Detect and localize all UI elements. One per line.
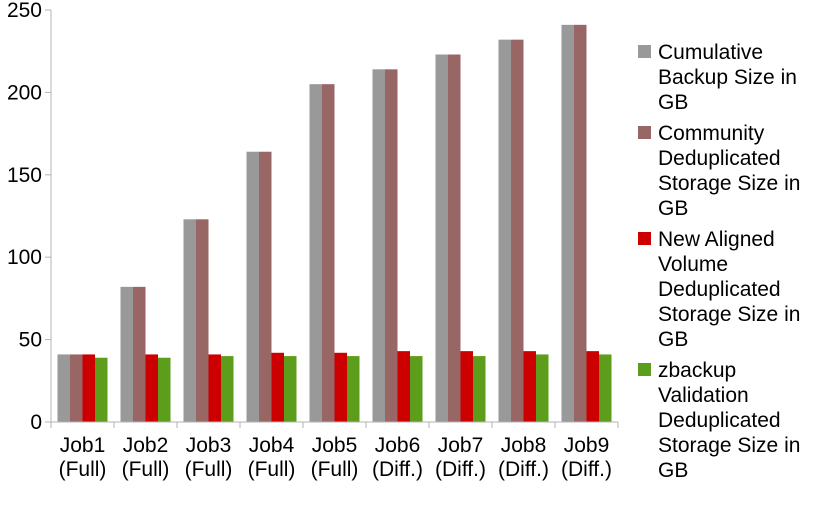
bar	[460, 351, 473, 422]
legend-label: Cumulative Backup Size in GB	[658, 41, 797, 114]
legend-item: Cumulative Backup Size in GB	[636, 40, 824, 115]
x-tick-label: Job5 (Full)	[311, 434, 359, 481]
bar	[70, 354, 83, 422]
bar	[397, 351, 410, 422]
y-axis: 0 50 100 150 200 250	[7, 0, 52, 434]
legend-swatch	[638, 363, 651, 376]
bar	[158, 357, 171, 422]
x-tick-label: Job3 (Full)	[185, 434, 233, 481]
legend-item: New Aligned Volume Deduplicated Storage …	[636, 227, 824, 352]
bar	[246, 151, 259, 422]
bar	[196, 219, 209, 422]
bar	[347, 356, 360, 422]
bar	[95, 357, 108, 422]
bar	[410, 356, 423, 422]
bar	[208, 354, 221, 422]
bar	[511, 39, 524, 422]
bar	[183, 219, 196, 422]
x-tick-label: Job6 (Diff.)	[372, 434, 423, 481]
bar	[498, 39, 511, 422]
legend-label: Community Deduplicated Storage Size in G…	[658, 122, 801, 220]
bar	[385, 69, 398, 422]
bar	[599, 354, 612, 422]
y-tick-label: 50	[19, 329, 42, 352]
bar	[284, 356, 297, 422]
y-tick-label: 250	[7, 0, 42, 22]
y-tick-label: 200	[7, 81, 42, 104]
bar	[322, 84, 335, 422]
bar	[57, 354, 70, 422]
bar	[586, 351, 599, 422]
x-tick-label: Job9 (Diff.)	[561, 434, 612, 481]
bar	[448, 54, 461, 422]
bar	[435, 54, 448, 422]
y-tick-label: 0	[30, 411, 42, 434]
x-tick-label: Job1 (Full)	[59, 434, 107, 481]
bar	[120, 286, 133, 422]
y-tick-label: 150	[7, 164, 42, 187]
bar	[574, 24, 587, 422]
legend-swatch	[638, 45, 651, 58]
bar	[145, 354, 158, 422]
bar	[561, 24, 574, 422]
bar	[271, 352, 284, 422]
bars	[57, 24, 612, 422]
x-axis: Job1 (Full) Job2 (Full) Job3 (Full) Job4 (Full)…	[50, 421, 619, 481]
bar	[259, 151, 272, 422]
bar	[372, 69, 385, 422]
bar	[473, 356, 486, 422]
bar	[536, 354, 549, 422]
bar	[334, 352, 347, 422]
x-tick-label: Job2 (Full)	[122, 434, 170, 481]
bar	[133, 286, 146, 422]
bar	[221, 356, 234, 422]
y-tick-label: 100	[7, 246, 42, 269]
bar	[82, 354, 95, 422]
bar	[523, 351, 536, 422]
legend-item: zbackup Validation Deduplicated Storage …	[636, 358, 824, 483]
legend-label: zbackup Validation Deduplicated Storage …	[658, 359, 801, 482]
legend-label: New Aligned Volume Deduplicated Storage …	[658, 228, 801, 351]
bar	[309, 84, 322, 422]
legend-item: Community Deduplicated Storage Size in G…	[636, 121, 824, 221]
legend-swatch	[638, 126, 651, 139]
x-tick-label: Job8 (Diff.)	[498, 434, 549, 481]
legend: Cumulative Backup Size in GB Community De…	[636, 40, 824, 489]
x-tick-label: Job7 (Diff.)	[435, 434, 486, 481]
legend-swatch	[638, 232, 651, 245]
x-tick-label: Job4 (Full)	[248, 434, 296, 481]
